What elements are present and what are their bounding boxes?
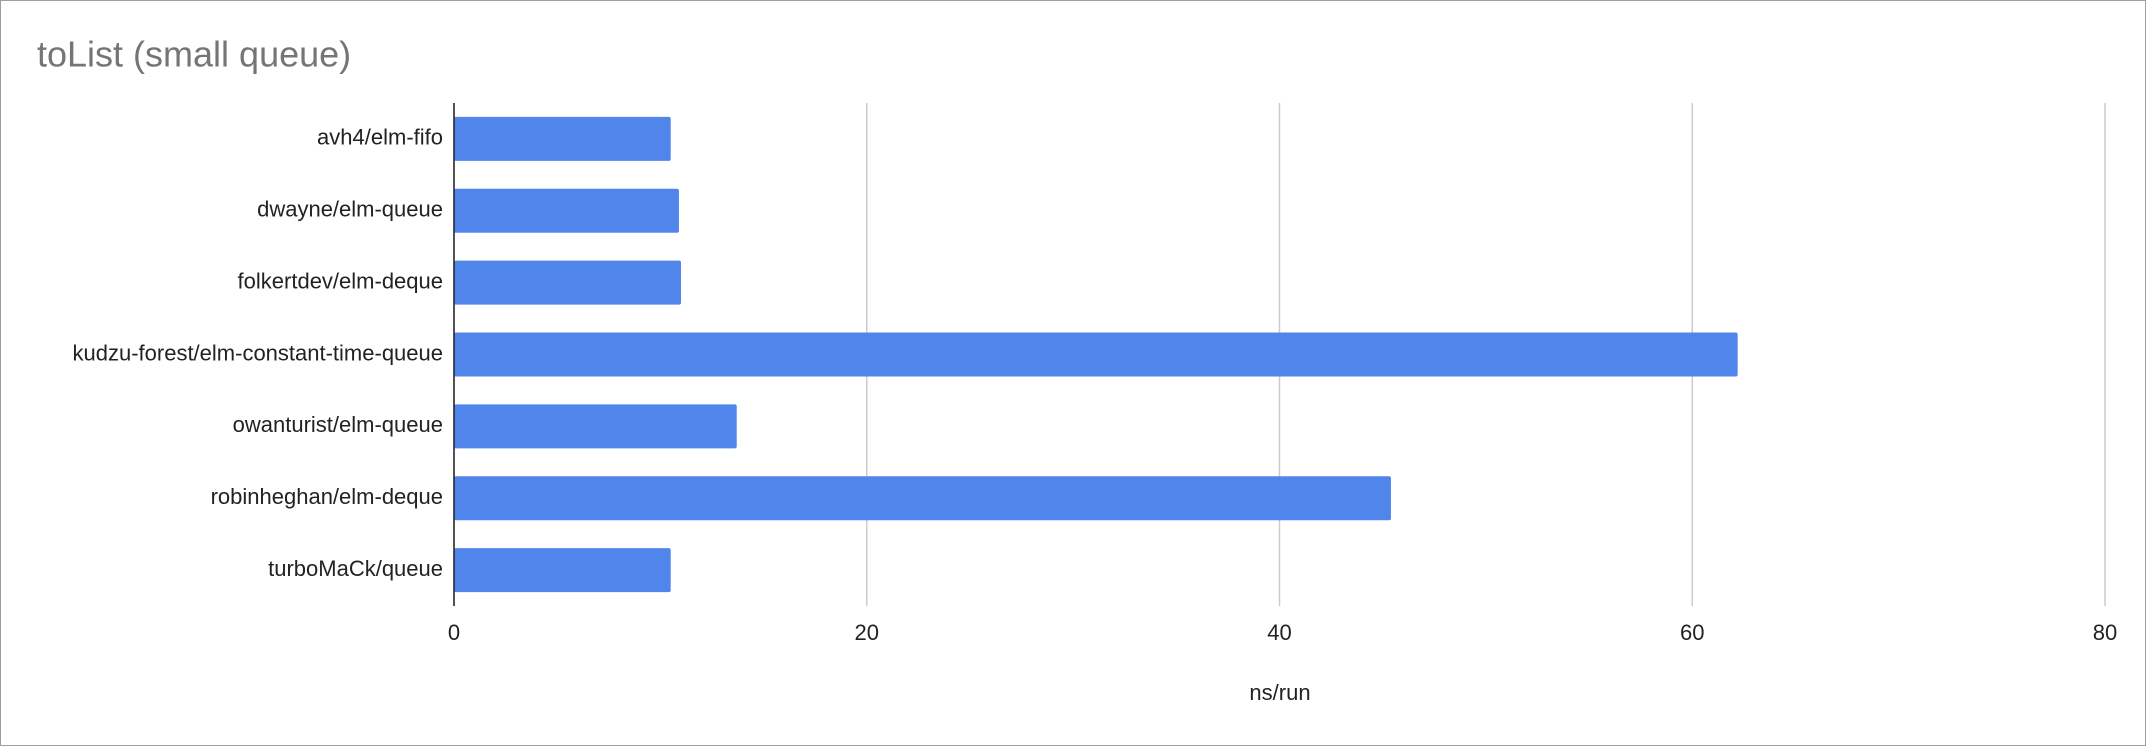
- y-tick-label: dwayne/elm-queue: [257, 197, 443, 222]
- bar: [454, 548, 671, 593]
- x-axis-label: ns/run: [1249, 680, 1310, 705]
- x-tick-label: 20: [855, 620, 879, 645]
- x-tick-label: 0: [448, 620, 460, 645]
- x-tick-label: 40: [1267, 620, 1291, 645]
- y-tick-label: owanturist/elm-queue: [233, 412, 443, 437]
- bar: [454, 476, 1391, 521]
- x-tick-label: 60: [1680, 620, 1704, 645]
- bar: [454, 260, 682, 305]
- bar: [454, 332, 1738, 377]
- bar: [454, 116, 671, 161]
- y-tick-label: avh4/elm-fifo: [317, 125, 443, 150]
- y-tick-label: turboMaCk/queue: [268, 556, 443, 581]
- chart-title: toList (small queue): [37, 34, 351, 75]
- x-tick-label: 80: [2093, 620, 2117, 645]
- bar: [454, 404, 737, 449]
- bar: [454, 188, 679, 233]
- y-tick-label: robinheghan/elm-deque: [211, 484, 443, 509]
- y-tick-label: folkertdev/elm-deque: [238, 268, 443, 293]
- y-tick-label: kudzu-forest/elm-constant-time-queue: [73, 340, 444, 365]
